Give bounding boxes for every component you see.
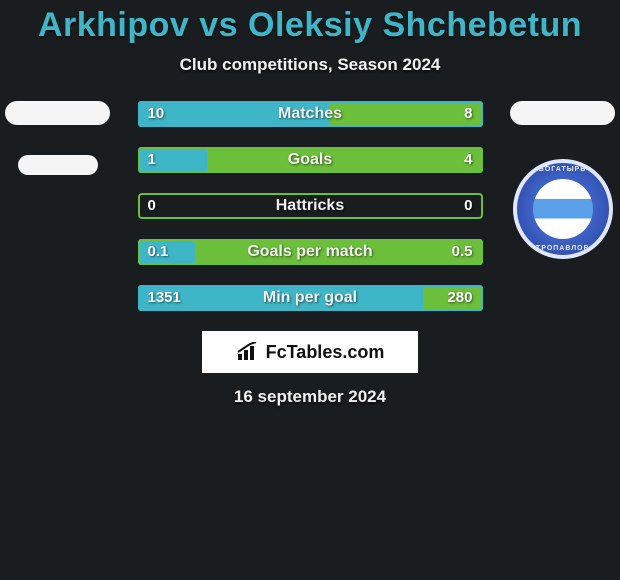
page-title: Arkhipov vs Oleksiy Shchebetun [0,0,620,45]
crest-text-top: БОГАТЫРЬ [517,166,609,173]
stat-row: 108Matches [138,101,483,127]
left-flag-ellipse-2 [18,155,98,175]
left-player-col [0,101,115,175]
stat-row: 0.10.5Goals per match [138,239,483,265]
stat-label: Goals [138,147,483,173]
stat-label: Matches [138,101,483,127]
footer-date: 16 september 2024 [0,387,620,407]
stat-label: Hattricks [138,193,483,219]
stat-bars-container: 108Matches 14Goals 00Hattricks 0.10.5Goals … [138,101,483,311]
comparison-area: БОГАТЫРЬ ПЕТРОПАВЛОВСК 108Matches 14Goals… [0,101,620,311]
left-flag-ellipse-1 [5,101,110,125]
stat-row: 1351280Min per goal [138,285,483,311]
right-club-crest: БОГАТЫРЬ ПЕТРОПАВЛОВСК [513,159,613,259]
right-flag-ellipse [510,101,615,125]
brand-badge: FcTables.com [202,331,418,373]
page-subtitle: Club competitions, Season 2024 [0,55,620,75]
stat-label: Min per goal [138,285,483,311]
right-player-col: БОГАТЫРЬ ПЕТРОПАВЛОВСК [505,101,620,259]
stat-row: 14Goals [138,147,483,173]
stat-label: Goals per match [138,239,483,265]
crest-text-bottom: ПЕТРОПАВЛОВСК [517,245,609,252]
bars-icon [236,342,260,362]
stat-row: 00Hattricks [138,193,483,219]
brand-text: FcTables.com [266,342,385,363]
